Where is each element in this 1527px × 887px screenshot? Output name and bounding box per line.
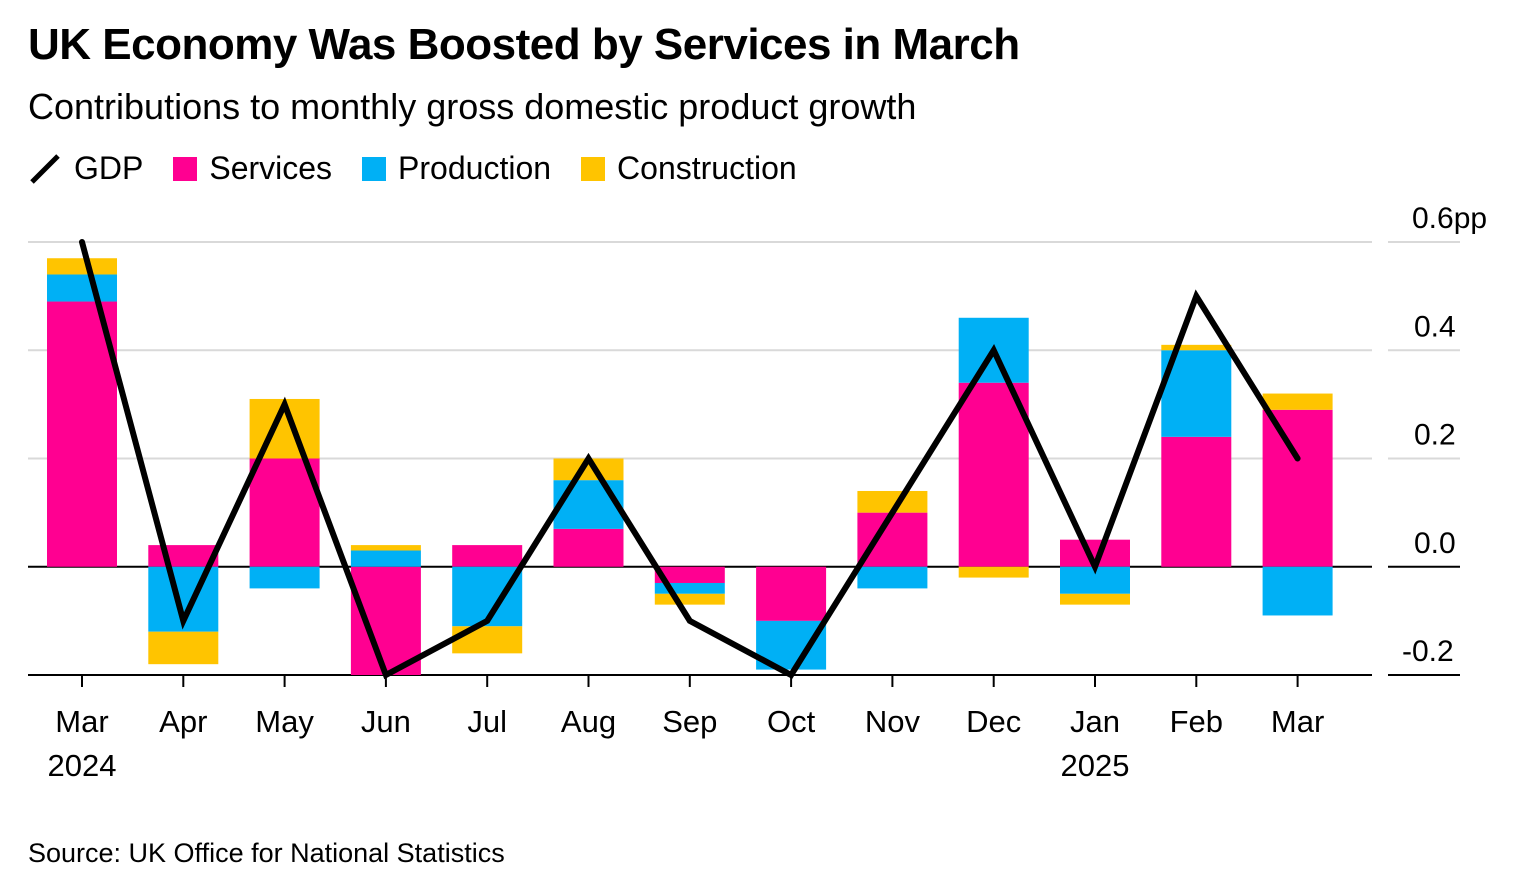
legend-label-gdp: GDP: [74, 150, 144, 186]
services-bar: [249, 458, 320, 567]
x-tick-label: Jun: [361, 704, 411, 739]
construction-bar: [958, 566, 1029, 578]
x-tick-label: Mar: [55, 704, 108, 739]
construction-bar: [350, 545, 421, 551]
production-swatch: [362, 156, 387, 181]
y-tick-label: 0.4: [1414, 310, 1456, 343]
services-bar: [452, 545, 523, 567]
y-tick-label: -0.2: [1402, 635, 1454, 668]
production-bar: [857, 566, 928, 589]
source-note: Source: UK Office for National Statistic…: [28, 838, 505, 868]
y-tick-label: 0.6pp: [1412, 202, 1487, 235]
construction-bar: [148, 631, 219, 665]
services-bar: [654, 566, 725, 583]
x-year-label: 2024: [48, 748, 117, 783]
legend-label-services: Services: [209, 150, 333, 186]
construction-swatch: [581, 156, 606, 181]
x-tick-label: Feb: [1170, 704, 1223, 739]
x-tick-label: Mar: [1271, 704, 1324, 739]
services-swatch: [173, 156, 198, 181]
legend-item-construction: Construction: [581, 150, 797, 187]
construction-bar: [654, 593, 725, 605]
legend-item-services: Services: [173, 150, 332, 187]
production-bar: [1262, 566, 1333, 616]
y-tick-label: 0.0: [1414, 527, 1456, 560]
x-tick-label: May: [255, 704, 314, 739]
legend-label-construction: Construction: [617, 150, 797, 186]
construction-bar: [553, 458, 624, 481]
production-bar: [654, 582, 725, 594]
construction-bar: [1060, 593, 1130, 605]
construction-bar: [1262, 393, 1333, 410]
legend-label-production: Production: [398, 150, 552, 186]
x-tick-label: Nov: [865, 704, 921, 739]
construction-bar: [47, 258, 117, 275]
production-bar: [350, 550, 421, 567]
services-bar: [47, 301, 117, 567]
gdp-line-icon: [30, 153, 60, 184]
services-bar: [958, 382, 1029, 567]
legend: GDP Services Production Construction: [28, 150, 827, 187]
x-tick-label: Dec: [966, 704, 1021, 739]
services-bar: [1161, 436, 1232, 567]
x-tick-label: Apr: [159, 704, 207, 739]
x-tick-label: Jan: [1070, 704, 1120, 739]
x-year-label: 2025: [1061, 748, 1130, 783]
chart-title: UK Economy Was Boosted by Services in Ma…: [28, 20, 1020, 69]
production-bar: [249, 566, 320, 589]
y-tick-label: 0.2: [1414, 419, 1456, 452]
legend-item-production: Production: [362, 150, 551, 187]
services-bar: [553, 528, 624, 567]
services-bar: [756, 566, 827, 621]
construction-bar: [1161, 344, 1232, 351]
services-bar: [857, 512, 928, 567]
x-tick-label: Jul: [467, 704, 507, 739]
construction-bar: [452, 626, 523, 654]
construction-bar: [857, 490, 928, 513]
x-tick-label: Sep: [662, 704, 717, 739]
chart-subtitle: Contributions to monthly gross domestic …: [28, 86, 917, 127]
production-bar: [47, 274, 117, 302]
legend-item-gdp: GDP: [28, 150, 143, 187]
production-bar: [553, 480, 624, 529]
x-tick-label: Aug: [561, 704, 616, 739]
services-bar: [1262, 409, 1333, 567]
x-tick-label: Oct: [767, 704, 816, 739]
